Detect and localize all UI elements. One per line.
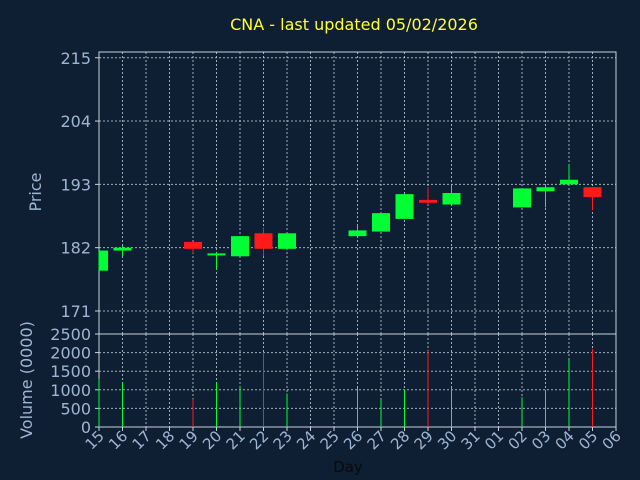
x-tick-label: 20 — [199, 427, 225, 453]
candle-body — [442, 193, 461, 205]
x-tick-label: 23 — [270, 427, 296, 453]
volume-tick-label: 2500 — [50, 325, 91, 344]
x-tick-label: 21 — [223, 427, 249, 453]
x-tick-label: 24 — [293, 427, 319, 453]
price-tick-label: 182 — [60, 239, 91, 258]
x-tick-label: 30 — [434, 427, 460, 453]
candle-body — [395, 194, 414, 219]
candle-body — [278, 233, 296, 249]
chart-title: CNA - last updated 05/02/2026 — [230, 15, 478, 34]
price-tick-label: 193 — [60, 175, 91, 194]
price-tick-label: 215 — [60, 49, 91, 68]
x-tick-label: 18 — [152, 427, 178, 453]
x-tick-label: 17 — [129, 427, 155, 453]
x-tick-label: 27 — [364, 427, 390, 453]
volume-tick-label: 0 — [81, 418, 91, 437]
candle-body — [583, 187, 602, 198]
candle-body — [560, 179, 578, 185]
x-tick-label: 02 — [505, 427, 531, 453]
candle-body — [536, 187, 555, 192]
x-tick-label: 19 — [176, 427, 202, 453]
x-tick-label: 05 — [575, 427, 601, 453]
x-tick-label: 16 — [105, 427, 131, 453]
price-axis-label: Price — [26, 172, 45, 211]
volume-tick-label: 500 — [60, 399, 91, 418]
x-tick-label: 31 — [458, 427, 484, 453]
x-tick-label: 29 — [411, 427, 437, 453]
x-tick-label: 04 — [552, 427, 578, 453]
price-tick-label: 171 — [60, 302, 91, 321]
price-tick-label: 204 — [60, 112, 91, 131]
x-tick-label: 22 — [246, 427, 272, 453]
candle-body — [513, 188, 531, 208]
candle-body — [348, 230, 367, 237]
candle-body — [372, 213, 390, 232]
x-tick-label: 26 — [340, 427, 366, 453]
x-tick-label: 06 — [599, 427, 625, 453]
x-tick-label: 01 — [481, 427, 507, 453]
candle-body — [207, 253, 226, 256]
candle-body — [254, 233, 273, 249]
candle-body — [184, 241, 202, 249]
x-axis-label: Day — [333, 458, 363, 476]
price-panel: 171 182 193 204 215 — [60, 49, 617, 335]
volume-tick-label: 1500 — [50, 362, 91, 381]
volume-tick-label: 2000 — [50, 344, 91, 363]
volume-axis-label: Volume (0000) — [17, 321, 36, 439]
x-axis: 1516171819202122232425262728293031010203… — [82, 427, 625, 453]
candle-body — [231, 236, 249, 257]
volume-tick-label: 1000 — [50, 381, 91, 400]
candle-body — [113, 247, 132, 251]
candle-body — [419, 199, 437, 203]
x-tick-label: 28 — [387, 427, 413, 453]
candle-body — [99, 250, 108, 271]
x-tick-label: 03 — [528, 427, 554, 453]
x-tick-label: 25 — [317, 427, 343, 453]
